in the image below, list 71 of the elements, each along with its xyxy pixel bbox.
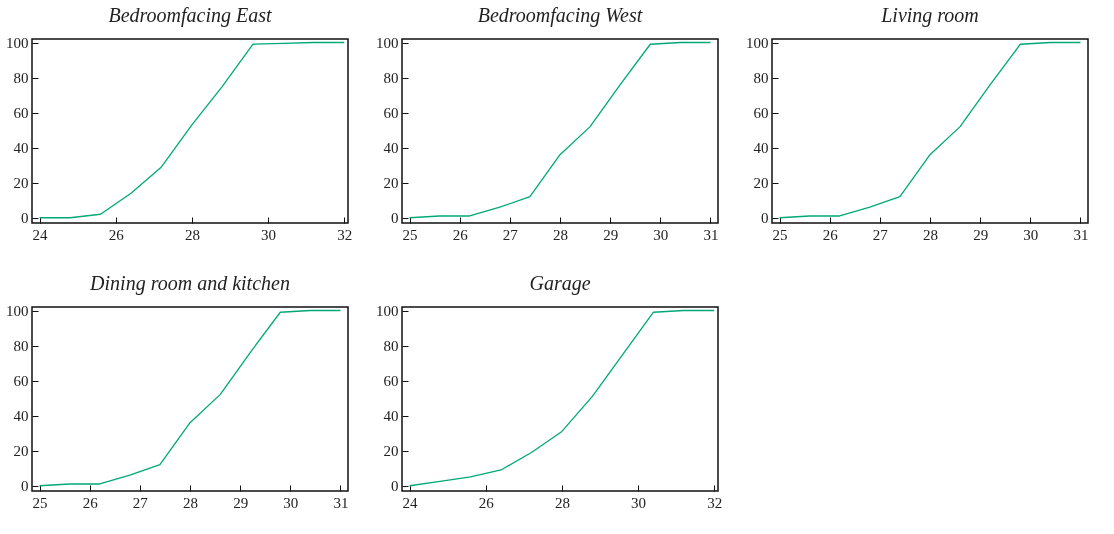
- x-tick-label: 27: [132, 494, 149, 511]
- y-tick-label: 100: [6, 35, 29, 51]
- chart-title: Bedroomfacing East: [108, 3, 273, 27]
- x-tick-label: 26: [822, 226, 839, 243]
- y-tick-label: 40: [13, 408, 29, 425]
- y-tick-label: 80: [753, 70, 769, 87]
- x-tick-label: 27: [872, 226, 889, 243]
- x-tick-label: 27: [502, 226, 519, 243]
- x-tick-label: 24: [402, 494, 419, 511]
- x-tick-label: 25: [402, 226, 418, 243]
- y-tick-label: 20: [383, 443, 399, 460]
- x-tick-label: 29: [233, 494, 249, 511]
- x-tick-label: 29: [603, 226, 619, 243]
- x-tick-label: 31: [1073, 226, 1089, 243]
- y-tick-label: 40: [753, 140, 769, 157]
- x-tick-label: 28: [183, 494, 198, 511]
- chart-title: Garage: [529, 271, 591, 295]
- y-tick-label: 40: [13, 140, 29, 157]
- x-tick-label: 26: [478, 494, 495, 511]
- y-tick-label: 100: [376, 35, 399, 51]
- y-tick-label: 20: [13, 443, 29, 460]
- x-tick-label: 24: [32, 226, 49, 243]
- y-tick-label: 80: [383, 338, 399, 355]
- x-tick-label: 30: [283, 494, 299, 511]
- x-tick-label: 28: [553, 226, 568, 243]
- line-series: [38, 309, 342, 487]
- y-tick-label: 60: [753, 105, 769, 122]
- line-series: [408, 41, 712, 219]
- x-tick-label: 26: [108, 226, 125, 243]
- y-tick-label: 0: [391, 478, 399, 495]
- y-tick-label: 20: [753, 175, 769, 192]
- x-tick-label: 26: [452, 226, 469, 243]
- y-tick-label: 80: [383, 70, 399, 87]
- x-tick-label: 26: [82, 494, 99, 511]
- x-tick-label: 30: [631, 494, 647, 511]
- x-tick-label: 25: [772, 226, 788, 243]
- x-tick-label: 32: [707, 494, 723, 511]
- y-tick-label: 60: [383, 373, 399, 390]
- y-tick-label: 60: [13, 105, 29, 122]
- y-tick-label: 100: [376, 303, 399, 319]
- y-tick-label: 0: [761, 210, 769, 227]
- x-tick-label: 30: [261, 226, 277, 243]
- line-series: [38, 41, 345, 219]
- x-tick-label: 32: [337, 226, 353, 243]
- x-tick-label: 28: [923, 226, 938, 243]
- y-tick-label: 20: [383, 175, 399, 192]
- x-tick-label: 31: [333, 494, 349, 511]
- x-tick-label: 29: [973, 226, 989, 243]
- x-tick-label: 30: [653, 226, 669, 243]
- y-tick-label: 20: [13, 175, 29, 192]
- x-tick-label: 31: [703, 226, 719, 243]
- x-tick-label: 30: [1023, 226, 1039, 243]
- x-tick-label: 25: [32, 494, 48, 511]
- y-tick-label: 60: [13, 373, 29, 390]
- line-series: [778, 41, 1082, 219]
- y-tick-label: 40: [383, 140, 399, 157]
- y-tick-label: 100: [6, 303, 29, 319]
- y-tick-label: 0: [21, 478, 29, 495]
- y-tick-label: 0: [21, 210, 29, 227]
- y-tick-label: 80: [13, 70, 29, 87]
- x-tick-label: 28: [184, 226, 200, 243]
- x-tick-label: 28: [554, 494, 570, 511]
- y-tick-label: 0: [391, 210, 399, 227]
- y-tick-label: 60: [383, 105, 399, 122]
- chart-title: Living room: [880, 3, 979, 27]
- y-tick-label: 40: [383, 408, 399, 425]
- line-series: [408, 309, 715, 487]
- y-tick-label: 100: [746, 35, 769, 51]
- y-tick-label: 80: [13, 338, 29, 355]
- chart-title: Bedroomfacing West: [477, 3, 643, 27]
- chart-title: Dining room and kitchen: [89, 271, 290, 295]
